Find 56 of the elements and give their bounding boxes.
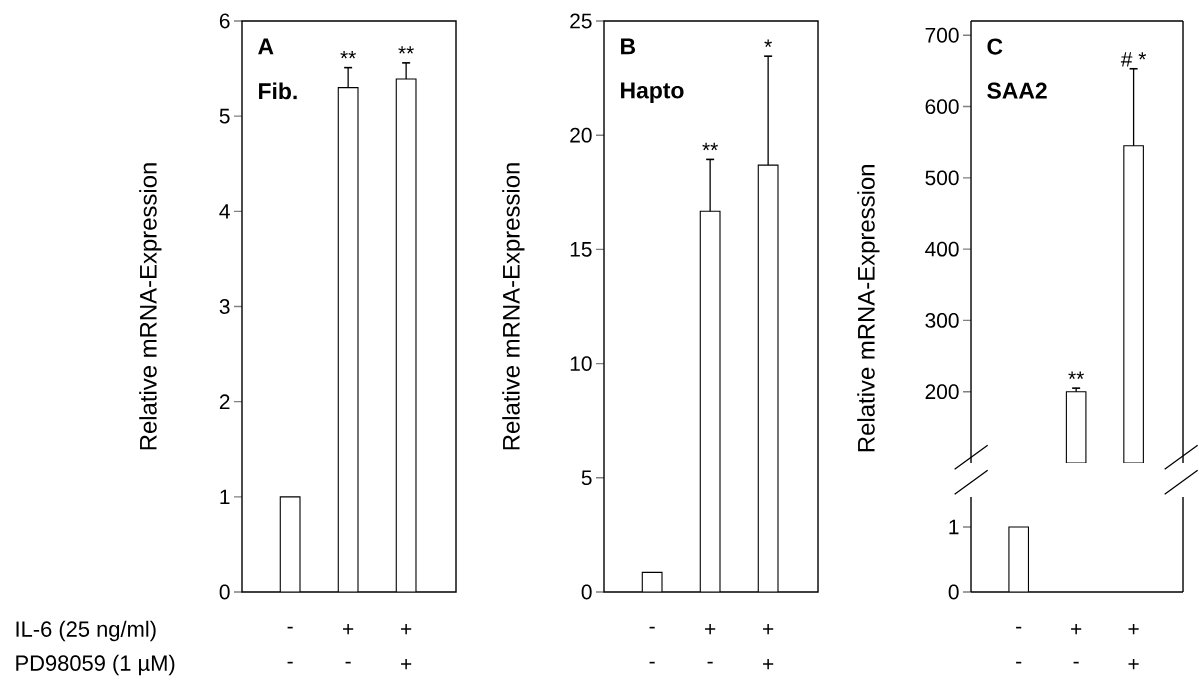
y-tick-label: 25 [570,13,592,29]
text: + [401,658,412,670]
text: - [1016,661,1022,664]
y-tick-label: 10 [570,356,592,371]
x-tick-label: - [649,626,655,629]
y-tick-label: 400 [925,241,959,257]
y-tick-label: 200 [925,384,959,400]
annotation: ** [702,142,718,151]
y-tick-label: 0 [948,584,959,600]
text: - [707,661,713,664]
text: + [763,658,774,670]
text: Hapto [621,82,684,104]
y-axis-title: Relative mRNA-Expression [502,163,525,450]
y-axis-title: Relative mRNA-Expression [857,165,880,452]
x-tick-label: + [1128,623,1139,635]
y-tick-label: 0 [581,584,592,600]
y-tick-label: 0 [219,584,230,600]
y-tick-label: 6 [219,13,230,29]
text: - [287,661,293,664]
x-tick-label: + [705,623,716,635]
text: A [258,38,274,55]
text: Fib. [259,82,297,100]
text: - [649,661,655,664]
text: - [345,661,351,664]
y-tick-label: 700 [925,27,959,43]
y-tick-label: 2 [219,394,230,409]
x-tick-label: + [763,623,774,635]
y-axis-title: Relative mRNA-Expression [139,163,162,450]
text: SAA2 [987,82,1047,99]
text: - [1073,661,1079,664]
y-tick-label: 500 [925,170,959,186]
annotation: ** [398,46,414,54]
annotation: # * [1120,52,1147,67]
y-tick-label: 600 [925,99,959,114]
x-tick-label: + [401,623,412,635]
x-tick-label: - [1016,626,1022,629]
y-tick-label: 300 [925,313,959,328]
y-tick-label: 3 [219,299,230,314]
text: PD98059 (1 µM) [16,654,175,676]
annotation: ** [1068,371,1084,379]
text: C [987,38,1003,55]
x-tick-label: + [343,623,354,635]
annotation: ** [340,51,356,59]
text: B [621,38,636,55]
y-tick-label: 4 [219,204,230,219]
text: IL-6 (25 ng/ml) [16,620,156,642]
y-tick-label: 5 [581,470,592,486]
x-tick-label: + [1071,623,1082,635]
y-tick-label: 1 [949,519,959,535]
y-tick-label: 15 [570,242,592,257]
x-tick-label: - [287,626,293,629]
text: + [1128,658,1139,670]
y-tick-label: 20 [570,127,592,143]
y-tick-label: 5 [219,108,230,124]
y-tick-label: 1 [220,489,230,505]
annotation: * [764,39,772,47]
